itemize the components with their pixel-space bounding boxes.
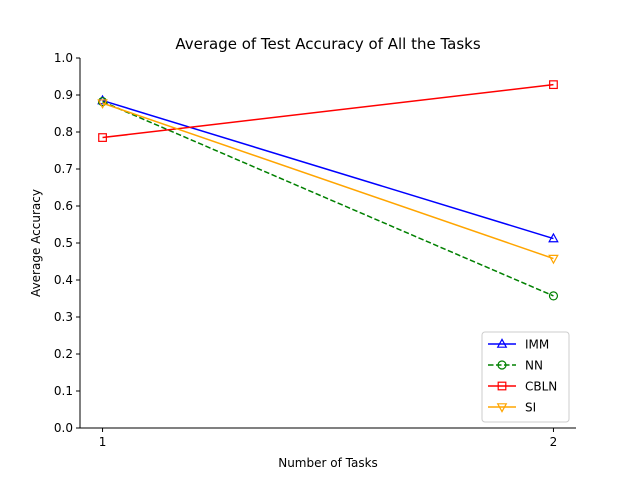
legend-box bbox=[481, 331, 570, 423]
legend-item-nn: NN bbox=[488, 359, 543, 373]
legend-marker-imm bbox=[496, 338, 508, 348]
y-tick-label: 0.6 bbox=[54, 199, 73, 213]
y-tick-label: 0.0 bbox=[54, 421, 73, 435]
legend-item-si: SI bbox=[488, 401, 536, 415]
legend-label-cbln: CBLN bbox=[525, 380, 557, 394]
y-axis-ticks: 0.0 0.1 0.2 0.3 0.4 0.5 0.6 0.7 0.8 0.9 1.0 bbox=[54, 51, 80, 435]
series-line-imm bbox=[102, 99, 554, 240]
series-line-si bbox=[102, 102, 554, 260]
data-point-si bbox=[97, 99, 108, 109]
y-tick-label: 0.9 bbox=[54, 88, 73, 102]
x-axis-label: Number of Tasks bbox=[278, 456, 378, 470]
series-imm bbox=[97, 94, 559, 243]
data-point-cbln bbox=[549, 80, 558, 90]
chart-title: Average of Test Accuracy of All the Task… bbox=[175, 35, 480, 53]
y-tick-label: 1.0 bbox=[54, 51, 73, 65]
series-nn bbox=[97, 97, 559, 301]
data-point-imm bbox=[548, 232, 559, 243]
series-line-nn bbox=[102, 100, 554, 297]
legend: IMM NN CBLN SI bbox=[481, 331, 570, 423]
y-tick-label: 0.5 bbox=[54, 236, 73, 250]
y-tick-label: 0.7 bbox=[54, 162, 73, 176]
series-line-cbln bbox=[102, 83, 554, 139]
y-axis-label: Average Accuracy bbox=[29, 189, 43, 297]
series-layer bbox=[97, 80, 559, 301]
legend-item-imm: IMM bbox=[488, 338, 549, 352]
x-tick-label: 2 bbox=[550, 435, 558, 449]
series-si bbox=[97, 99, 559, 265]
y-tick-label: 0.8 bbox=[54, 125, 73, 139]
legend-marker-nn bbox=[497, 360, 507, 370]
series-cbln bbox=[98, 80, 558, 142]
legend-label-si: SI bbox=[525, 401, 536, 415]
y-tick-label: 0.2 bbox=[54, 347, 73, 361]
y-tick-label: 0.4 bbox=[54, 273, 73, 287]
legend-marker-cbln bbox=[497, 381, 507, 391]
y-tick-label: 0.1 bbox=[54, 384, 73, 398]
legend-label-nn: NN bbox=[525, 359, 543, 373]
x-tick-label: 1 bbox=[99, 435, 107, 449]
legend-label-imm: IMM bbox=[525, 338, 549, 352]
legend-item-cbln: CBLN bbox=[488, 380, 557, 394]
y-tick-label: 0.3 bbox=[54, 310, 73, 324]
data-point-si bbox=[548, 254, 559, 265]
data-point-cbln bbox=[98, 133, 107, 142]
legend-marker-si bbox=[496, 403, 508, 413]
data-point-nn bbox=[548, 291, 559, 301]
